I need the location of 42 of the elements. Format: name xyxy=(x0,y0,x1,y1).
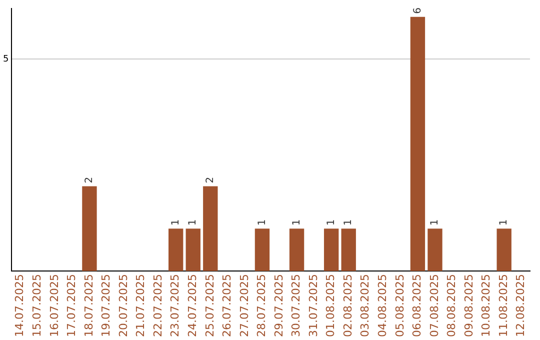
x-tick-label: 20.07.2025 xyxy=(116,274,130,338)
data-label: 1 xyxy=(498,219,510,226)
x-tick-label: 29.07.2025 xyxy=(272,274,286,338)
data-label: 1 xyxy=(430,219,441,226)
x-tick-label: 04.08.2025 xyxy=(376,274,390,338)
data-label: 1 xyxy=(256,219,268,226)
x-tick-label: 02.08.2025 xyxy=(341,274,354,338)
data-label: 1 xyxy=(170,219,182,226)
x-tick-label: 28.07.2025 xyxy=(255,274,268,338)
data-label: 2 xyxy=(204,176,216,184)
x-tick-label: 14.07.2025 xyxy=(13,274,26,338)
x-tick-label: 16.07.2025 xyxy=(48,274,61,338)
x-tick-label: 09.08.2025 xyxy=(462,274,476,338)
x-tick-label: 05.08.2025 xyxy=(393,274,406,338)
x-tick-label: 26.07.2025 xyxy=(220,274,234,338)
x-tick-label: 22.07.2025 xyxy=(151,274,164,338)
x-tick-label: 24.07.2025 xyxy=(186,274,199,338)
x-tick-label: 17.07.2025 xyxy=(65,274,78,338)
x-tick-label: 08.08.2025 xyxy=(445,274,458,338)
x-tick-label: 18.07.2025 xyxy=(82,274,96,338)
data-label: 2 xyxy=(84,176,96,184)
x-tick-label: 10.08.2025 xyxy=(480,274,493,338)
x-tick-label: 19.07.2025 xyxy=(100,274,113,338)
x-tick-label: 30.07.2025 xyxy=(290,274,303,338)
data-label: 1 xyxy=(326,219,337,226)
x-tick-label: 11.08.2025 xyxy=(496,274,510,338)
x-tick-label: 06.08.2025 xyxy=(410,274,424,338)
x-tick-label: 25.07.2025 xyxy=(203,274,216,338)
data-label: 1 xyxy=(188,219,199,226)
x-tick-label: 31.07.2025 xyxy=(306,274,320,338)
data-label: 1 xyxy=(343,219,354,226)
x-tick-label: 27.07.2025 xyxy=(238,274,251,338)
data-label: 6 xyxy=(412,7,424,14)
x-tick-label: 21.07.2025 xyxy=(134,274,148,338)
x-tick-label: 23.07.2025 xyxy=(168,274,182,338)
x-tick-label: 01.08.2025 xyxy=(324,274,338,338)
y-tick-label: 5 xyxy=(2,54,9,65)
x-tick-label: 03.08.2025 xyxy=(358,274,372,338)
x-tick-label: 12.08.2025 xyxy=(514,274,528,338)
x-tick-label: 07.08.2025 xyxy=(428,274,441,338)
data-label: 1 xyxy=(291,219,302,226)
x-tick-label: 15.07.2025 xyxy=(30,274,44,338)
